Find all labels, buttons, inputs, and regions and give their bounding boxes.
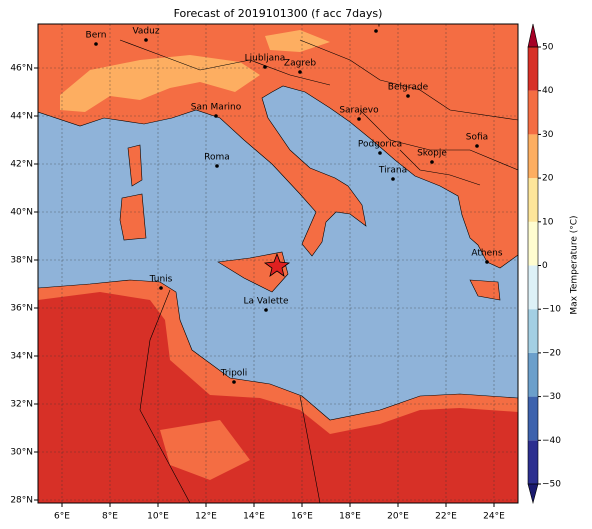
- lon-tick-label: 20°E: [387, 512, 409, 522]
- lat-tick-label: 40°N: [10, 208, 33, 218]
- map-title: Forecast of 2019101300 (f acc 7days): [174, 7, 383, 20]
- corsica: [127, 144, 143, 187]
- colorbar-band: [528, 90, 538, 135]
- city-dot: [485, 260, 489, 264]
- city-dot: [475, 144, 479, 148]
- lon-tick-label: 24°E: [483, 512, 505, 522]
- country-borders: [119, 39, 518, 186]
- city-label: Sofia: [466, 133, 488, 143]
- city-label: Skopje: [417, 149, 447, 159]
- lon-tick-label: 8°E: [102, 512, 118, 522]
- city-dot: [263, 65, 267, 69]
- cool-zone: [265, 30, 330, 52]
- lon-tick-label: 14°E: [243, 512, 265, 522]
- lon-tick-label: 22°E: [435, 512, 457, 522]
- lat-tick-label: 32°N: [10, 400, 33, 410]
- colorbar-tick-label: −40: [542, 436, 561, 446]
- colorbar-tick-label: 0: [542, 261, 548, 271]
- lon-tick-label: 6°E: [54, 512, 70, 522]
- lat-tick-label: 34°N: [10, 352, 33, 362]
- colorbar-tick-label: −10: [542, 305, 561, 315]
- lat-tick-label: 28°N: [10, 496, 33, 506]
- lon-tick-label: 18°E: [339, 512, 361, 522]
- colorbar-tick-label: 30: [542, 130, 554, 140]
- lon-tick-label: 16°E: [291, 512, 313, 522]
- city-dot: [374, 29, 378, 33]
- colorbar-label: Max Temperature (°C): [570, 215, 580, 314]
- colorbar-extend-high: [527, 23, 539, 48]
- africa-warm: [160, 420, 250, 480]
- city-label: Podgorica: [358, 140, 402, 150]
- colorbar-band: [528, 309, 538, 353]
- colorbar-band: [528, 352, 538, 397]
- city-label: Ljubljana: [245, 54, 286, 64]
- city-label: La Valette: [244, 297, 289, 307]
- lon-tick-label: 12°E: [195, 512, 217, 522]
- city-label: Zagreb: [284, 59, 316, 69]
- city-dot: [214, 114, 218, 118]
- colorbar-band: [528, 178, 538, 222]
- city-dot: [430, 160, 434, 164]
- city-dot: [144, 38, 148, 42]
- colorbar-band: [528, 134, 538, 179]
- city-dot: [298, 70, 302, 74]
- city-label: Tripoli: [220, 369, 248, 379]
- city-dot: [215, 164, 219, 168]
- city-dot: [94, 42, 98, 46]
- africa-borders: [139, 289, 321, 503]
- city-dot: [357, 117, 361, 121]
- city-label: Roma: [204, 153, 230, 163]
- city-label: Budapest: [355, 18, 398, 28]
- map-frame: [37, 23, 519, 504]
- city-dot: [264, 308, 268, 312]
- city-dot: [232, 380, 236, 384]
- colorbar-extend-low: [527, 483, 539, 505]
- lon-tick-label: 10°E: [147, 512, 169, 522]
- peloponnese: [469, 279, 501, 301]
- colorbar-tick-label: 10: [542, 217, 554, 227]
- lat-tick-label: 38°N: [10, 256, 33, 266]
- colorbar-tick-label: 40: [542, 86, 554, 96]
- colorbar-band: [528, 440, 538, 484]
- city-label: Sarajevo: [339, 106, 379, 116]
- colorbar-tick-label: −20: [542, 348, 561, 358]
- city-dot: [159, 286, 163, 290]
- lat-tick-label: 30°N: [10, 448, 33, 458]
- lat-tick-label: 42°N: [10, 160, 33, 170]
- city-label: Athens: [471, 249, 502, 259]
- city-dot: [391, 177, 395, 181]
- colorbar-tick-label: −30: [542, 392, 561, 402]
- colorbar-band: [528, 221, 538, 266]
- city-label: Belgrade: [388, 83, 429, 93]
- colorbar-band: [528, 265, 538, 310]
- colorbar-tick-label: −50: [542, 480, 561, 490]
- lat-tick-label: 36°N: [10, 304, 33, 314]
- city-dot: [378, 151, 382, 155]
- city-label: Bern: [86, 31, 107, 41]
- colorbar-band: [528, 47, 538, 91]
- colorbar-tick-label: 50: [542, 43, 554, 53]
- city-label: Tunis: [149, 275, 173, 285]
- lat-tick-label: 44°N: [10, 112, 33, 122]
- forecast-point-star: [263, 252, 291, 277]
- city-label: San Marino: [191, 103, 242, 113]
- colorbar-band: [528, 396, 538, 441]
- sardinia: [119, 193, 147, 241]
- lat-tick-label: 46°N: [10, 64, 33, 74]
- city-dot: [406, 94, 410, 98]
- city-label: Vaduz: [132, 27, 159, 37]
- colorbar-tick-label: 20: [542, 174, 554, 184]
- city-label: Tirana: [378, 166, 407, 176]
